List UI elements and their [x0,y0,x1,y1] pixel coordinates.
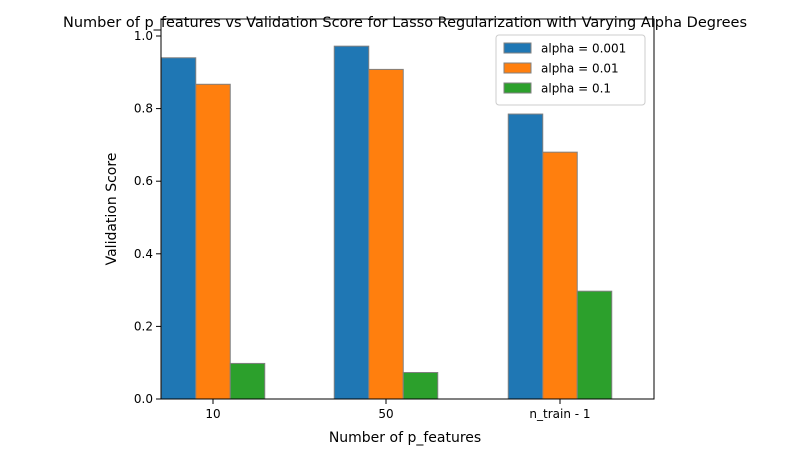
legend: alpha = 0.001 alpha = 0.01 alpha = 0.1 [495,34,646,106]
bar-0-series-2 [229,362,266,400]
x-axis-ticks: 10 50 n_train - 1 [205,399,591,421]
y-tick-label: 0.0 [134,392,153,406]
chart-title: Number of p_features vs Validation Score… [63,15,747,31]
bar-1-series-1 [368,68,404,400]
y-tick-label: 0.2 [134,319,153,333]
y-axis-ticks: 0.0 0.2 0.4 0.6 0.8 1.0 [134,29,161,406]
y-axis-label: Validation Score [104,153,120,266]
legend-label: alpha = 0.01 [541,62,619,76]
y-tick-label: 0.4 [134,247,153,261]
bar-2-series-0 [507,113,544,400]
x-axis-label: Number of p_features [329,430,481,446]
legend-swatch [503,82,532,94]
x-tick-label: 50 [378,407,393,421]
legend-label: alpha = 0.1 [541,82,611,96]
plot-frame [160,18,655,400]
y-tick-label: 0.6 [134,174,153,188]
x-tick-label: n_train - 1 [529,407,590,421]
bars-group [160,45,613,400]
x-tick-label: 10 [205,407,220,421]
legend-label: alpha = 0.001 [541,42,626,56]
bar-0-series-0 [160,57,197,400]
bar-2-series-2 [576,290,613,400]
bar-2-series-1 [542,151,578,400]
y-tick-label: 1.0 [134,29,153,43]
bar-1-series-2 [402,372,439,400]
legend-swatch [503,62,532,74]
y-tick-label: 0.8 [134,102,153,116]
legend-swatch [503,42,532,54]
bar-1-series-0 [333,45,370,400]
legend-box [495,34,646,106]
bar-0-series-1 [195,83,231,400]
